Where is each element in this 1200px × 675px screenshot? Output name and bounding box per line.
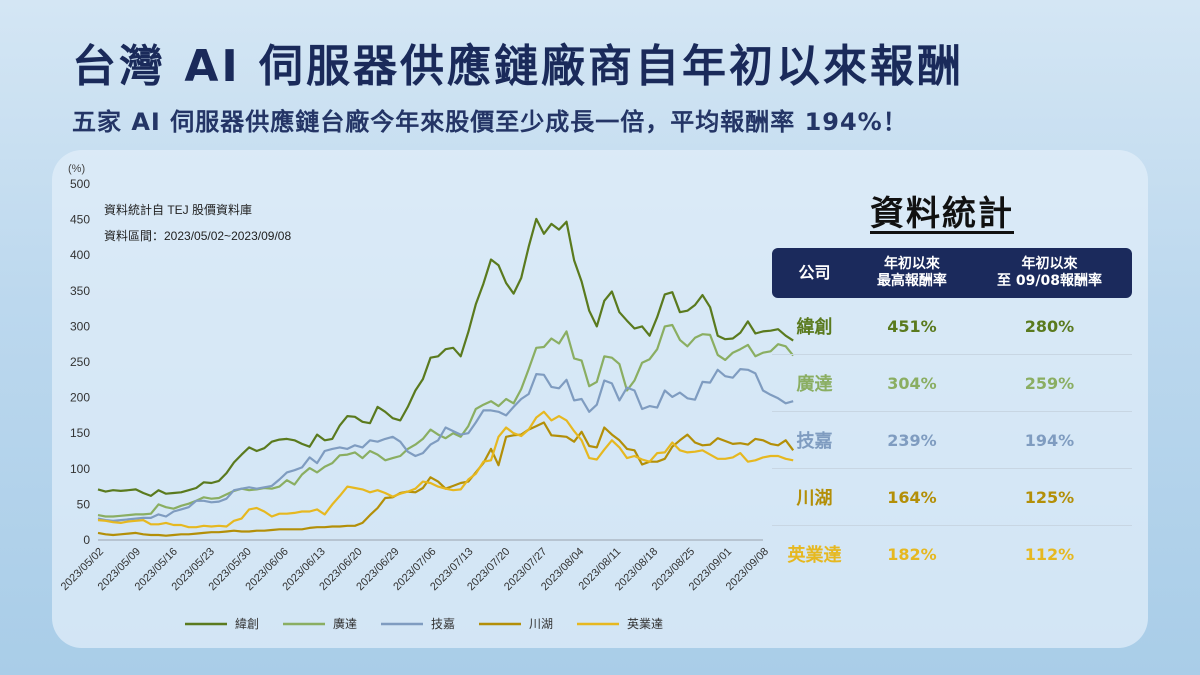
stats-header-row: 公司 年初以來 最高報酬率 年初以來 至 09/08報酬率 <box>772 248 1132 298</box>
legend-label: 廣達 <box>333 617 357 631</box>
stats-company-cell: 廣達 <box>772 354 857 412</box>
y-tick-label: 400 <box>70 248 90 262</box>
legend-label: 英業達 <box>627 617 663 631</box>
stats-company-cell: 英業達 <box>787 545 842 566</box>
y-tick-label: 500 <box>70 177 90 191</box>
header-company: 公司 <box>772 248 857 298</box>
legend-label: 川湖 <box>529 616 553 631</box>
stats-row: 廣達 304% 259% <box>772 354 1132 412</box>
x-axis-ticks: 2023/05/022023/05/092023/05/162023/05/23… <box>59 546 771 593</box>
stats-max-cell: 239% <box>856 411 967 469</box>
series-lines <box>97 217 795 537</box>
chart-annotation-source: 資料統計自 TEJ 股價資料庫 <box>104 202 252 217</box>
y-tick-label: 100 <box>70 462 90 476</box>
stats-row: 英業達 182% 112% <box>772 526 1132 583</box>
y-tick-label: 300 <box>70 319 90 333</box>
stats-max-cell: 182% <box>887 544 937 564</box>
header-max-return: 年初以來 最高報酬率 <box>856 248 967 298</box>
stats-current-cell: 125% <box>966 468 1132 526</box>
y-axis-ticks: 0 50 100 150 200 250 300 350 400 450 500 <box>70 177 90 547</box>
legend-label: 技嘉 <box>431 617 455 631</box>
stats-current-cell: 280% <box>966 298 1132 355</box>
chart-annotation-range: 資料區間：2023/05/02~2023/09/08 <box>104 229 291 243</box>
y-tick-label: 450 <box>70 213 90 227</box>
stats-row: 緯創 451% 280% <box>772 298 1132 355</box>
stats-row: 技嘉 239% 194% <box>772 411 1132 469</box>
series-line-川湖 <box>97 421 795 537</box>
legend-label: 緯創 <box>235 616 259 631</box>
stats-title: 資料統計 <box>870 194 1014 234</box>
stats-max-cell: 304% <box>856 354 967 412</box>
header-max-line1: 年初以來 <box>883 256 940 273</box>
stats-company-cell: 技嘉 <box>772 411 857 469</box>
header-cur-line2: 至 09/08報酬率 <box>997 273 1102 289</box>
stats-company-cell: 緯創 <box>772 298 857 355</box>
series-line-技嘉 <box>97 368 794 522</box>
stats-current-cell: 194% <box>966 411 1132 469</box>
y-tick-label: 200 <box>70 391 90 405</box>
chart-legend: 緯創 廣達 技嘉 川湖 英業達 <box>185 616 663 631</box>
y-tick-label: 50 <box>77 497 91 511</box>
y-tick-label: 250 <box>70 355 90 369</box>
header-cur-line1: 年初以來 <box>1021 256 1078 273</box>
stats-current-cell: 259% <box>966 354 1132 412</box>
stats-current-cell: 112% <box>1024 544 1075 564</box>
series-line-緯創 <box>97 217 794 497</box>
page-subtitle: 五家 AI 伺服器供應鏈台廠今年來股價至少成長一倍，平均報酬率 194%！ <box>72 108 908 136</box>
stats-company-cell: 川湖 <box>772 468 857 526</box>
stats-table: 公司 年初以來 最高報酬率 年初以來 至 09/08報酬率 緯創 451% 280%… <box>772 248 1132 582</box>
y-tick-label: 350 <box>70 284 90 298</box>
stats-row: 川湖 164% 125% <box>772 468 1132 526</box>
series-line-英業達 <box>97 410 794 529</box>
header-max-line2: 最高報酬率 <box>876 273 947 289</box>
header-current-return: 年初以來 至 09/08報酬率 <box>966 248 1132 298</box>
series-line-廣達 <box>97 323 795 518</box>
stats-max-cell: 451% <box>856 298 967 355</box>
page-title: 台灣 AI 伺服器供應鏈廠商自年初以來報酬 <box>72 41 965 92</box>
y-tick-label: 150 <box>70 426 90 440</box>
y-axis-unit-label: (%) <box>68 163 85 175</box>
stats-max-cell: 164% <box>856 468 967 526</box>
y-tick-label: 0 <box>83 533 90 547</box>
